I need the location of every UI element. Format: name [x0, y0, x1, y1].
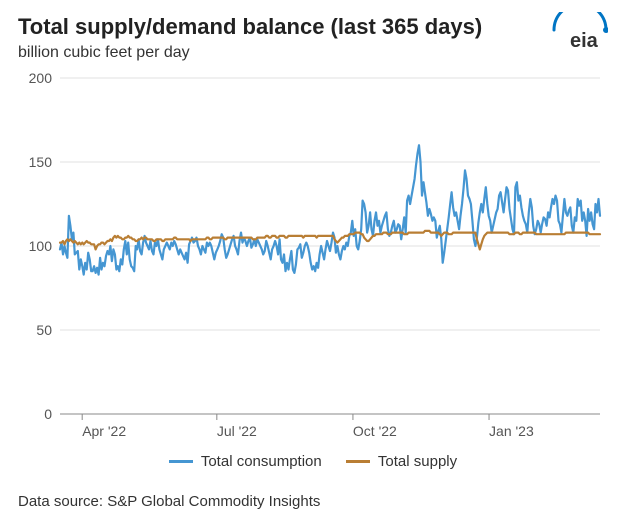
legend: Total consumption Total supply — [0, 450, 626, 470]
chart-container: Total supply/demand balance (last 365 da… — [0, 0, 626, 530]
chart-title: Total supply/demand balance (last 365 da… — [18, 14, 482, 40]
svg-text:50: 50 — [36, 322, 52, 338]
legend-label: Total consumption — [201, 453, 322, 470]
svg-text:150: 150 — [29, 154, 53, 170]
eia-logo: eia — [548, 12, 608, 52]
legend-swatch — [169, 460, 193, 463]
svg-text:0: 0 — [44, 406, 52, 422]
legend-swatch — [346, 460, 370, 463]
legend-label: Total supply — [378, 453, 457, 470]
plot-area: 0 50 100 150 200 Apr '22 Jul '22 Oct '22 Jan '23 — [18, 72, 608, 442]
legend-item-supply: Total supply — [346, 453, 457, 470]
legend-item-consumption: Total consumption — [169, 453, 322, 470]
svg-text:Apr '22: Apr '22 — [82, 423, 126, 439]
svg-text:Oct '22: Oct '22 — [353, 423, 397, 439]
svg-text:Jul '22: Jul '22 — [217, 423, 257, 439]
chart-subtitle: billion cubic feet per day — [18, 44, 190, 62]
svg-text:Jan '23: Jan '23 — [489, 423, 534, 439]
svg-text:eia: eia — [570, 30, 599, 52]
svg-text:100: 100 — [29, 238, 53, 254]
svg-text:200: 200 — [29, 72, 53, 86]
data-source: Data source: S&P Global Commodity Insigh… — [18, 493, 320, 510]
